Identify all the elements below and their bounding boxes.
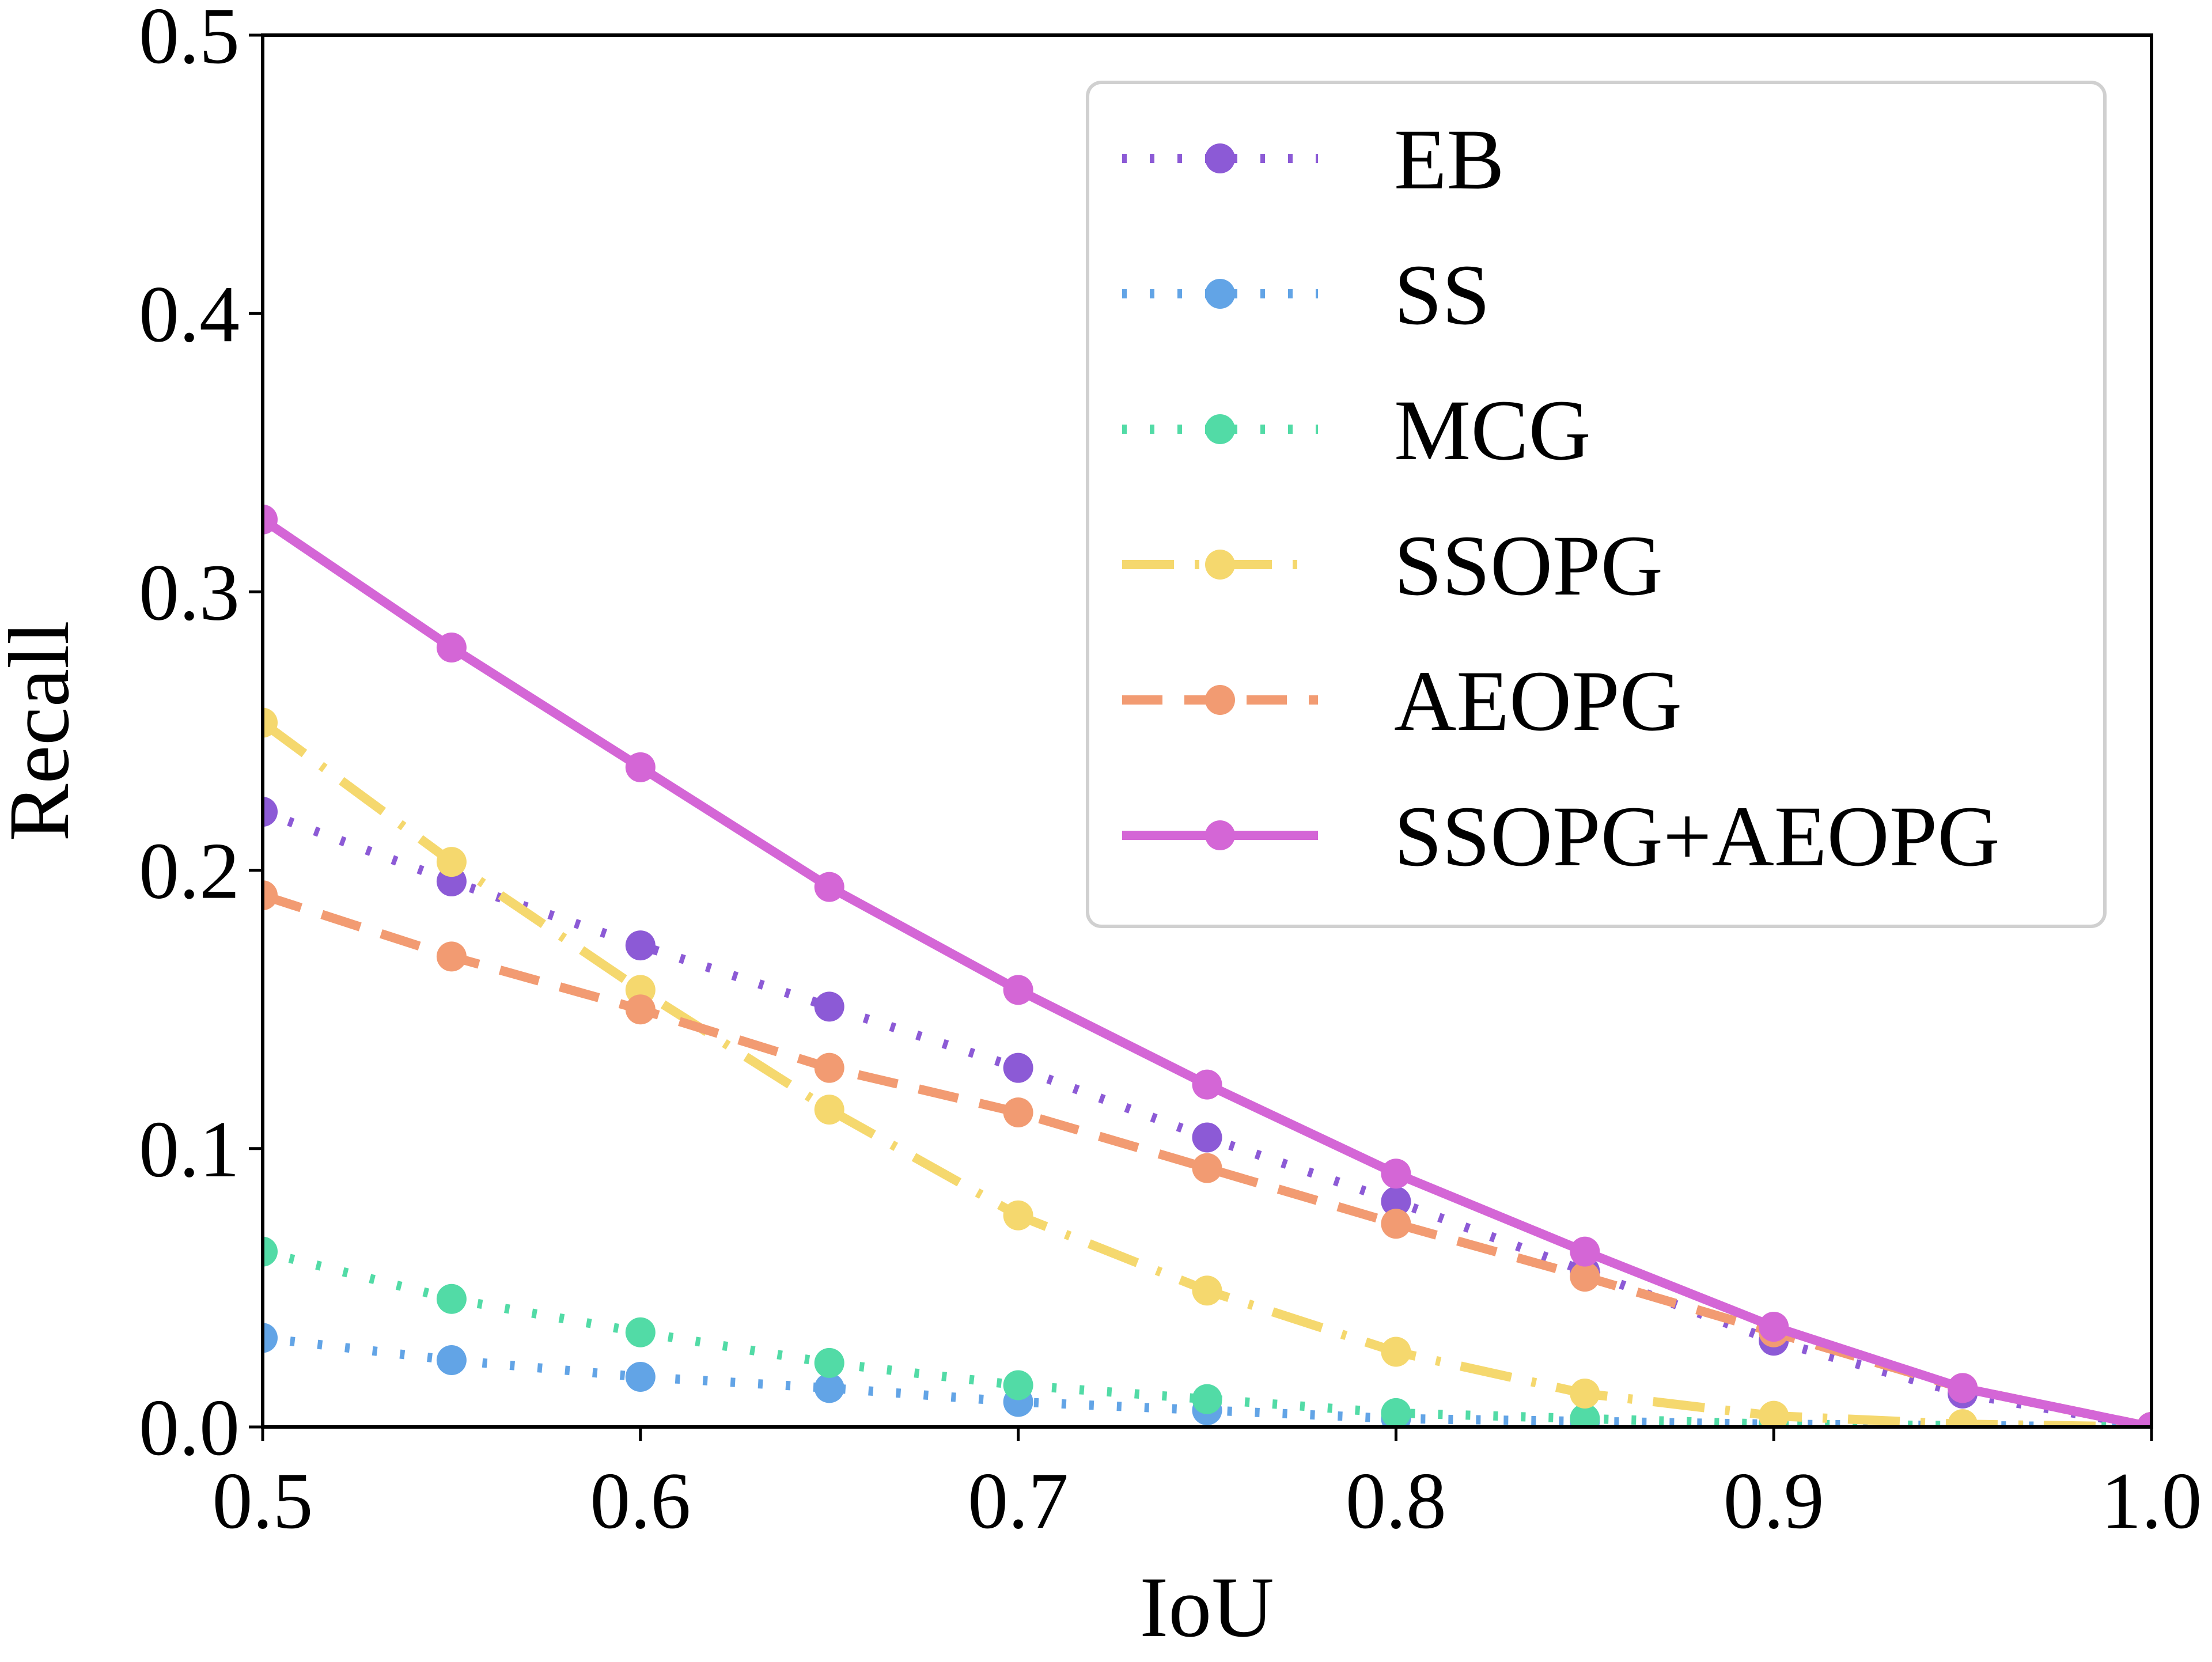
data-point-eb: [1381, 1186, 1411, 1217]
data-point-aeopg: [1381, 1209, 1411, 1239]
data-point-ssopg: [814, 1095, 844, 1125]
data-point-eb: [814, 991, 844, 1022]
data-point-eb: [263, 797, 278, 827]
data-point-ssopg: [263, 707, 278, 738]
x-tick-label: 0.5: [213, 1456, 313, 1546]
y-tick-label: 0.4: [139, 270, 240, 359]
legend-swatch-marker: [1205, 820, 1235, 850]
legend-entry-mcg: MCG: [1122, 383, 1591, 478]
y-tick-label: 0.1: [139, 1105, 240, 1194]
data-point-ss: [625, 1362, 656, 1392]
x-axis-title: IoU: [1139, 1559, 1274, 1655]
data-point-ssopg-plus-aeopg: [263, 504, 278, 535]
data-point-eb: [1192, 1122, 1222, 1153]
data-point-mcg: [814, 1347, 844, 1378]
data-point-ssopg-plus-aeopg: [1192, 1069, 1222, 1100]
legend-swatch-marker: [1205, 685, 1235, 715]
legend-label: EB: [1394, 112, 1505, 207]
x-tick-label: 0.8: [1346, 1456, 1446, 1546]
series-ssopg-plus-aeopg: [263, 504, 2152, 1427]
legend-label: SSOPG: [1394, 518, 1663, 614]
series-mcg: [263, 1236, 2152, 1427]
data-point-ssopg-plus-aeopg: [1948, 1373, 1978, 1403]
y-tick-label: 0.3: [139, 548, 240, 637]
legend-label: SS: [1394, 247, 1490, 343]
y-tick-label: 0.0: [139, 1383, 240, 1472]
legend-box: [1086, 81, 2107, 928]
series-line-ss: [263, 1333, 2152, 1427]
legend-swatch-marker: [1205, 143, 1235, 173]
data-point-aeopg: [263, 880, 278, 911]
legend-label: AEOPG: [1394, 653, 1682, 749]
data-point-aeopg: [436, 941, 467, 972]
data-point-ssopg-plus-aeopg: [1381, 1159, 1411, 1189]
data-point-ssopg: [1759, 1400, 1789, 1427]
series-layer: [263, 504, 2152, 1427]
data-point-mcg: [436, 1284, 467, 1314]
data-point-ssopg-plus-aeopg: [1759, 1312, 1789, 1342]
data-point-aeopg: [1570, 1262, 1600, 1292]
legend-swatch-marker: [1205, 414, 1235, 444]
x-tick-label: 0.9: [1724, 1456, 1824, 1546]
data-point-ssopg-plus-aeopg: [436, 633, 467, 663]
data-point-eb: [625, 930, 656, 961]
data-point-ssopg-plus-aeopg: [2137, 1412, 2152, 1427]
data-point-eb: [1003, 1053, 1033, 1083]
x-tick-label: 1.0: [2101, 1456, 2202, 1546]
data-point-ss: [263, 1323, 278, 1353]
legend-entry-ss: SS: [1122, 247, 1490, 343]
y-tick-label: 0.5: [139, 0, 240, 81]
y-tick-label: 0.2: [139, 827, 240, 916]
data-point-ssopg: [1003, 1200, 1033, 1231]
legend-entry-aeopg: AEOPG: [1122, 653, 1682, 749]
data-point-mcg: [1570, 1403, 1600, 1427]
data-point-aeopg: [625, 994, 656, 1025]
legend-label: SSOPG+AEOPG: [1394, 789, 2000, 884]
data-point-ssopg-plus-aeopg: [814, 872, 844, 902]
x-tick-label: 0.7: [968, 1456, 1069, 1546]
legend-entry-ssopg-plus-aeopg: SSOPG+AEOPG: [1122, 789, 2000, 884]
legend-swatch-marker: [1205, 550, 1235, 580]
data-point-ssopg: [1948, 1409, 1978, 1427]
legend-label: MCG: [1394, 383, 1591, 478]
data-point-ssopg: [1381, 1337, 1411, 1367]
legend-entry-ssopg: SSOPG: [1122, 518, 1663, 614]
y-axis-title: Recall: [0, 620, 87, 841]
data-point-mcg: [1003, 1370, 1033, 1400]
data-point-mcg: [625, 1317, 656, 1347]
axis-ticks: 0.5 0.6 0.7 0.8 0.9 1.0 0.0 0.1 0.2 0.3 0.4 0.5: [139, 0, 2202, 1546]
data-point-ss: [436, 1345, 467, 1376]
data-point-ssopg-plus-aeopg: [625, 752, 656, 782]
legend-entry-eb: EB: [1122, 112, 1505, 207]
data-point-ssopg: [1570, 1379, 1600, 1409]
data-point-aeopg: [1003, 1097, 1033, 1127]
data-point-ss: [814, 1373, 844, 1403]
data-point-ssopg-plus-aeopg: [1003, 975, 1033, 1005]
data-point-aeopg: [814, 1053, 844, 1083]
plot-area-frame: [261, 33, 2153, 1429]
data-point-aeopg: [1192, 1153, 1222, 1183]
data-point-ssopg-plus-aeopg: [1570, 1236, 1600, 1267]
data-point-ssopg: [1192, 1275, 1222, 1306]
data-point-ssopg: [436, 847, 467, 877]
x-tick-label: 0.6: [590, 1456, 691, 1546]
legend: EB SS MCG SSOPG AEOPG SSOPG+AEOPG: [1086, 81, 2107, 928]
legend-swatch-marker: [1205, 279, 1235, 309]
data-point-mcg: [1381, 1398, 1411, 1427]
data-point-mcg: [1192, 1384, 1222, 1414]
data-point-mcg: [263, 1236, 278, 1267]
